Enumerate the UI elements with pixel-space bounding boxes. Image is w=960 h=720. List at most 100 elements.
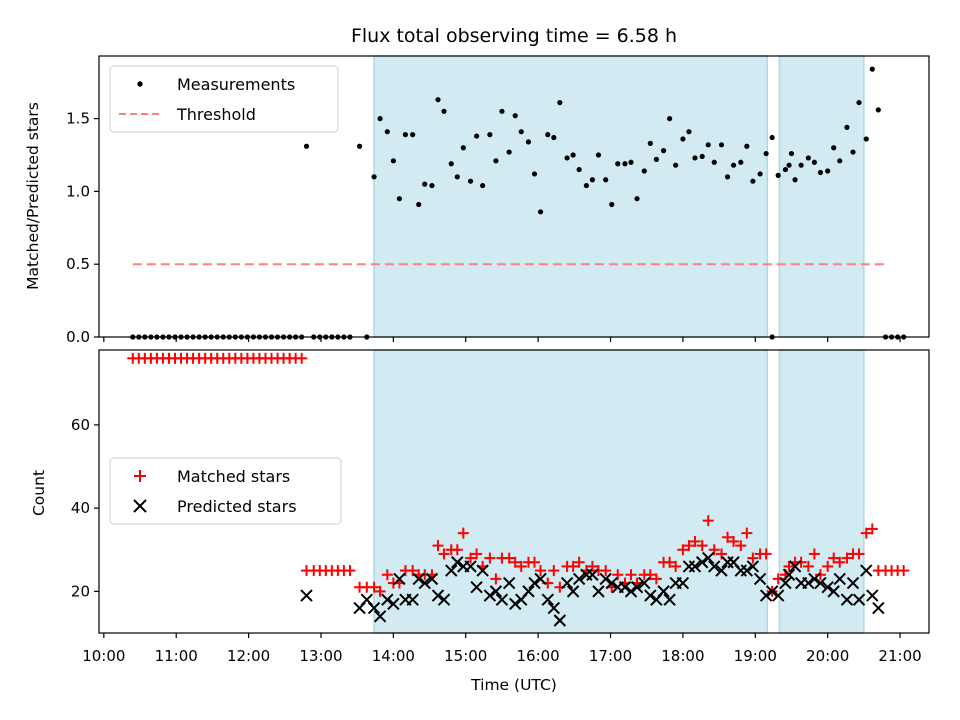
matched-star-point [650,573,662,585]
predicted-star-point [872,601,885,615]
measurement-point [487,132,493,138]
predicted-star-point [541,593,554,606]
bottom-x-ticks: 10:00 11:00 12:00 13:00 14:00 15:00 16:00 17:00… [82,633,922,665]
measurement-point [396,196,402,202]
legend-measurements-label: Measurements [177,75,295,94]
matched-star-point [702,515,714,527]
predicted-star-point [470,581,483,594]
x-tick-label: 18:00 [661,647,704,665]
measurement-point [724,174,731,180]
measurement-point [441,108,447,114]
measurement-point [390,158,396,164]
bottom-legend-box [109,457,342,525]
predicted-star-point [381,593,394,606]
predicted-star-point [860,564,873,577]
measurement-point [371,174,377,180]
y-tick-label: 60 [71,416,90,434]
matched-star-point [490,573,502,585]
x-tick-label: 11:00 [155,647,198,665]
predicted-star-point [702,551,715,565]
measurement-point [356,143,363,149]
legend-matched-marker [134,470,146,482]
predicted-star-point [808,572,821,586]
matched-star-point [296,352,308,364]
predicted-star-point [464,560,477,573]
predicted-star-point [489,585,503,598]
y-tick-label: 20 [71,582,90,600]
predicted-star-point [715,564,728,577]
measurement-point [634,196,640,202]
predicted-star-point [431,589,445,602]
predicted-star-point [393,572,406,586]
measurement-point [673,162,679,168]
matched-star-point [664,556,676,568]
predicted-star-point [846,576,860,590]
predicted-star-point [788,560,802,573]
measurement-point [869,66,875,72]
matched-star-point [728,535,740,547]
measurement-point [788,150,795,157]
measurement-point [506,149,512,155]
x-tick-label: 19:00 [734,647,777,665]
measurement-point [667,116,673,122]
predicted-star-point [592,585,605,598]
measurement-point [525,139,532,145]
predicted-star-point [753,572,767,586]
top-y-ticks: 0.0 0.5 1.0 1.5 [66,110,99,346]
matched-star-point [783,560,795,572]
measurement-point [609,201,615,208]
shaded-interval-1 [778,55,865,338]
measurement-point [402,132,409,138]
matched-star-point [484,552,496,564]
predicted-star-point [840,593,854,606]
predicted-star-point [425,572,439,586]
predicted-star-point [827,585,840,598]
matched-star-point [381,569,393,581]
predicted-star-point [566,585,580,598]
predicted-star-point [522,585,535,598]
measurement-point [545,132,551,138]
x-tick-label: 13:00 [299,647,342,665]
predicted-star-point [534,572,547,586]
measurement-point [817,169,824,176]
predicted-star-point [624,585,638,598]
predicted-star-point [445,564,458,577]
measurement-point [647,140,653,146]
matched-star-point [696,540,708,552]
matched-star-point [853,548,865,560]
measurement-point [692,155,698,161]
predicted-star-point [586,568,599,581]
predicted-star-point [528,576,541,590]
legend-measurements-marker [137,81,143,87]
bottom-y-ticks: 20 40 60 [71,416,99,600]
predicted-star-point [451,556,464,569]
shaded-interval-1 [778,349,865,634]
matched-star-point [795,556,807,568]
measurement-point [786,162,792,168]
matched-star-point [898,565,910,577]
matched-star-point [451,544,463,556]
predicted-star-point [406,593,419,606]
measurement-point [850,149,856,155]
measurement-point [377,116,383,122]
predicted-star-point [644,589,657,602]
measurement-point [435,97,441,103]
matched-star-point [822,560,834,572]
measurement-point [303,143,310,149]
matched-star-point [834,556,846,568]
top-legend-box [109,65,339,133]
predicted-star-point [553,614,567,627]
measurement-point [537,209,544,215]
predicted-star-point [688,560,702,573]
matched-star-point [860,527,872,539]
measurement-point [653,156,659,162]
measurement-point [615,161,621,167]
matched-star-point [344,565,356,577]
predicted-star-point [367,601,381,615]
matched-star-point [802,560,814,572]
measurement-point [460,145,466,151]
measurement-point [750,178,756,184]
matched-star-point [535,565,547,577]
bottom-y-axis-label: Count [30,470,48,516]
